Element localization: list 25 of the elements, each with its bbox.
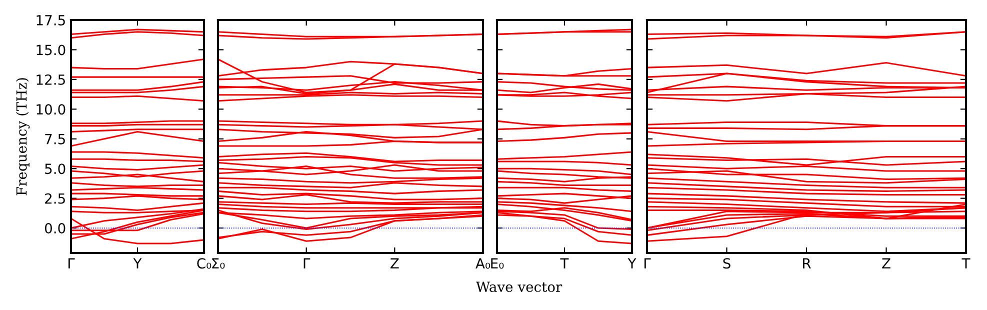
x-tick-label: Y xyxy=(628,258,636,268)
y-tick-label: 7.5 xyxy=(45,134,65,144)
x-tick-label: R xyxy=(803,258,811,268)
x-tick-label: A₀ xyxy=(476,258,490,269)
y-tick-label: 2.5 xyxy=(45,193,65,204)
x-tick-label: T xyxy=(560,258,569,268)
y-axis-title: Frequency (THz) xyxy=(16,78,30,196)
x-tick-label: S xyxy=(723,258,730,269)
x-tick-label: Γ xyxy=(304,258,310,268)
y-tick-label: 17.5 xyxy=(36,15,65,26)
y-tick-label: 12.5 xyxy=(36,74,65,85)
y-tick-label: 5.0 xyxy=(45,164,66,174)
x-axis-title: Wave vector xyxy=(476,282,562,292)
x-tick-label: Σ₀ xyxy=(212,258,225,269)
y-tick-label: 10.0 xyxy=(36,104,66,115)
x-tick-label: T xyxy=(962,258,970,268)
x-tick-label: E₀ xyxy=(491,258,504,269)
x-tick-label: Y xyxy=(133,258,142,268)
x-tick-label: C₀ xyxy=(197,258,212,269)
x-tick-label: Γ xyxy=(68,258,75,268)
x-tick-label: Γ xyxy=(644,258,651,268)
x-tick-label: Z xyxy=(390,258,399,268)
y-tick-label: 0.0 xyxy=(44,223,66,234)
y-tick-label: 15.0 xyxy=(36,44,66,56)
x-tick-label: Z xyxy=(882,258,890,268)
